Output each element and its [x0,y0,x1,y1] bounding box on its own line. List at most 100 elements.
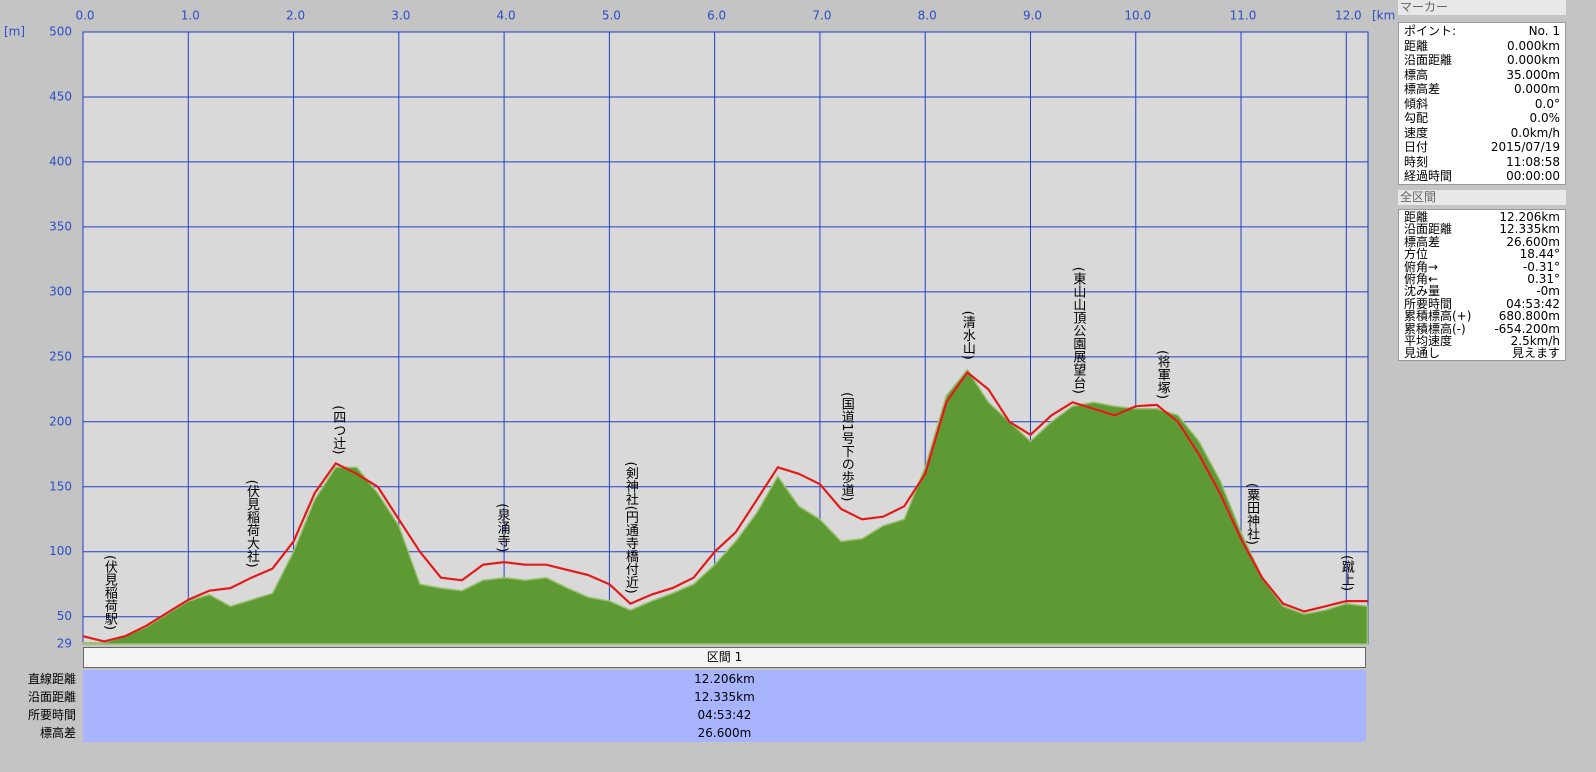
info-value: 0.000km [1507,53,1560,67]
x-tick-label: 1.0 [181,9,200,23]
info-label: 沈み量 [1404,284,1441,299]
info-label: 俯角→ [1404,259,1439,274]
x-tick-label: 5.0 [602,9,621,23]
info-label: 標高差 [1404,82,1441,96]
annotation: (国道1号下の歩道) [839,392,855,501]
annotation: (四つ辻) [330,405,346,454]
annotation: (将軍塚) [1155,350,1171,399]
info-label: 累積標高(+) [1404,309,1472,324]
info-panel: 距離 12.206km 沿面距離 12.335km 標高差 26.600m 方位 18.44°… [1398,209,1566,361]
info-row: 沿面距離 0.000km [1399,53,1565,68]
info-label: 累積標高(-) [1404,321,1466,336]
x-tick-label: 4.0 [497,9,516,23]
info-label: ポイント: [1404,24,1457,38]
y-tick-label: 150 [49,479,72,493]
annotation: (粟田神社) [1244,483,1260,545]
info-value: 0.31° [1527,271,1560,286]
y-unit: [m] [4,25,25,39]
info-row: 所要時間 04:53:42 [1399,296,1565,311]
terrain-area [82,368,1369,645]
info-label: 経過時間 [1404,169,1453,183]
info-value: No. 1 [1528,24,1560,38]
x-tick-label: 11.0 [1230,9,1257,23]
info-value: 0.000km [1507,38,1560,53]
info-row: 平均速度 2.5km/h [1399,333,1565,348]
annotation: (泉涌寺) [494,503,510,552]
section-value: 04:53:42 [83,706,1366,724]
x-tick-label: 9.0 [1023,9,1042,23]
info-label: 俯角← [1404,271,1439,286]
info-row: 時刻 11:08:58 [1399,155,1565,170]
info-row: 沈み量 -0m [1399,284,1565,299]
info-label: 標高 [1404,67,1429,82]
x-tick-label: 0.0 [75,9,94,23]
info-label: 距離 [1404,210,1429,224]
section-value: 12.335km [83,688,1366,706]
info-value: 0.000m [1513,82,1560,96]
y-tick-label: 350 [49,219,72,233]
info-value: 12.206km [1499,210,1560,224]
info-value: 11:08:58 [1506,154,1560,169]
y-tick-label: 250 [49,349,72,363]
info-value: -0.31° [1522,259,1560,274]
info-row: 勾配 0.0% [1399,111,1565,126]
section-label: 沿面距離 [27,690,76,704]
panel-header: 全区間 [1398,190,1566,205]
section-value: 26.600m [83,724,1366,742]
info-row: 標高差 26.600m [1399,234,1565,249]
info-row: 距離 12.206km [1399,210,1565,224]
annotation: (剣神社(円通寺橋付近) [623,462,639,594]
info-value: 04:53:42 [1506,296,1560,311]
info-label: 沿面距離 [1404,53,1453,67]
info-label: 標高差 [1404,234,1441,249]
info-value: 2.5km/h [1510,333,1560,348]
info-row: 俯角→ -0.31° [1399,259,1565,274]
y-tick-label: 200 [49,414,72,428]
info-label: 沿面距離 [1404,222,1453,237]
info-value: 680.800m [1498,309,1560,324]
section-header: 区間 1 [83,647,1366,668]
x-tick-label: 7.0 [812,9,831,23]
info-label: 所要時間 [1404,296,1453,311]
annotation: (伏見稲荷大社) [244,480,260,568]
x-tick-label: 12.0 [1335,9,1362,23]
info-panel: ポイント: No. 1 距離 0.000km 沿面距離 0.000km 標高 35.000m 標… [1398,22,1566,185]
x-tick-label: 10.0 [1124,9,1151,23]
info-row: ポイント: No. 1 [1399,24,1565,39]
info-value: 0.0km/h [1510,125,1560,140]
info-value: -654.200m [1494,321,1560,336]
info-row: 累積標高(-) -654.200m [1399,321,1565,336]
annotation: (蹴上) [1339,555,1355,591]
info-value: 00:00:00 [1506,169,1560,183]
section-value: 12.206km [83,670,1366,688]
info-value: 見えます [1511,346,1560,361]
info-value: 0.0° [1534,96,1560,111]
info-label: 平均速度 [1404,333,1453,348]
info-row: 方位 18.44° [1399,248,1565,261]
info-value: -0m [1536,284,1560,299]
y-tick-label: 300 [49,284,72,298]
annotation: (清水山) [960,311,976,360]
info-row: 標高差 0.000m [1399,82,1565,97]
info-value: 35.000m [1506,67,1560,82]
info-row: 日付 2015/07/19 [1399,140,1565,155]
info-label: 距離 [1404,38,1429,53]
y-tick-label: 50 [57,609,72,623]
info-row: 俯角← 0.31° [1399,271,1565,286]
track-line [82,371,1368,643]
y-tick-label: 500 [49,25,72,39]
y-tick-label: 100 [49,544,72,558]
info-label: 時刻 [1404,154,1429,169]
panel-header: マーカー [1398,0,1566,15]
y-tick-label: 29 [57,637,72,651]
section-label: 標高差 [39,726,76,740]
chart: [m] [km] 29 50 100 150 200 250 300 350 400 450 500… [4,9,1396,651]
info-value: 0.0% [1529,111,1561,125]
info-label: 傾斜 [1404,96,1429,111]
annotation: (伏見稲荷駅) [102,555,118,630]
info-row: 見通し 見えます [1399,346,1565,361]
section-label: 所要時間 [27,708,76,722]
info-row: 傾斜 0.0° [1399,97,1565,112]
y-tick-label: 400 [49,154,72,168]
x-tick-label: 6.0 [707,9,726,23]
